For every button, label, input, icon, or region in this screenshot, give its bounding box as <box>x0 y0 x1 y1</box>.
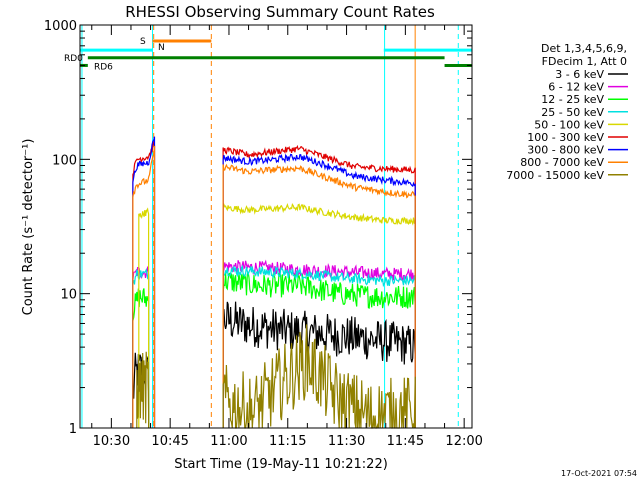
y-tick-label: 10 <box>60 288 77 303</box>
legend-label: 25 - 50 keV <box>541 106 604 119</box>
series-line-8-1 <box>222 324 416 429</box>
axes: 1 10 100 1000 10:30 10:45 11:00 11:15 11:30 11:45… <box>44 19 483 449</box>
series-line-4-0 <box>138 207 150 428</box>
legend-header: FDecim 1, Att 0 <box>542 55 627 68</box>
x-axis-label: Start Time (19-May-11 10:21:22) <box>174 457 388 472</box>
legend-label: 12 - 25 keV <box>541 93 604 106</box>
legend-label: 50 - 100 keV <box>534 118 604 131</box>
chart-title: RHESSI Observing Summary Count Rates <box>125 3 435 21</box>
status-bar-label-rd0: RD0 <box>64 54 83 64</box>
status-bar-label-rd6: RD6 <box>94 62 113 72</box>
y-tick-label: 1000 <box>44 19 77 34</box>
series-line-4-1 <box>222 202 416 428</box>
y-axis-label: Count Rate (s⁻¹ detector⁻¹) <box>21 139 36 316</box>
status-bar-label-n: N <box>158 43 165 53</box>
series-line-7-0 <box>132 145 156 428</box>
status-bar-label-s: S <box>140 37 146 47</box>
series-line-3-1 <box>222 264 416 428</box>
legend-label: 800 - 7000 keV <box>520 156 604 169</box>
series-line-6-1 <box>222 153 416 428</box>
plot-area: RD0 RD6 S N <box>64 25 472 429</box>
y-tick-label: 100 <box>52 153 77 168</box>
series-line-7-1 <box>222 163 416 428</box>
x-tick-label: 10:45 <box>151 434 188 449</box>
series-line-2-0 <box>132 288 150 428</box>
x-tick-label: 12:00 <box>445 434 482 449</box>
series-line-2-1 <box>222 271 416 428</box>
legend-label: 100 - 300 keV <box>527 131 604 144</box>
series-line-5-1 <box>222 144 416 428</box>
legend-label: 3 - 6 keV <box>555 68 604 81</box>
x-tick-label: 10:30 <box>93 434 130 449</box>
series-line-6-0 <box>132 136 156 428</box>
y-tick-label: 1 <box>69 422 77 437</box>
timestamp: 17-Oct-2021 07:54 <box>561 469 637 478</box>
legend-label: 300 - 800 keV <box>527 144 604 157</box>
series-line-8-0 <box>136 351 150 428</box>
x-tick-label: 11:30 <box>328 434 365 449</box>
x-tick-label: 11:15 <box>269 434 306 449</box>
legend: Det 1,3,4,5,6,9,FDecim 1, Att 03 - 6 keV… <box>506 42 628 182</box>
x-tick-label: 11:00 <box>210 434 247 449</box>
series-line-0-1 <box>222 301 416 428</box>
legend-label: 6 - 12 keV <box>548 81 604 94</box>
legend-label: 7000 - 15000 keV <box>506 169 604 182</box>
legend-header: Det 1,3,4,5,6,9, <box>541 42 627 55</box>
plot-frame <box>79 24 473 429</box>
series-line-3-0 <box>132 268 150 428</box>
x-tick-label: 11:45 <box>387 434 424 449</box>
